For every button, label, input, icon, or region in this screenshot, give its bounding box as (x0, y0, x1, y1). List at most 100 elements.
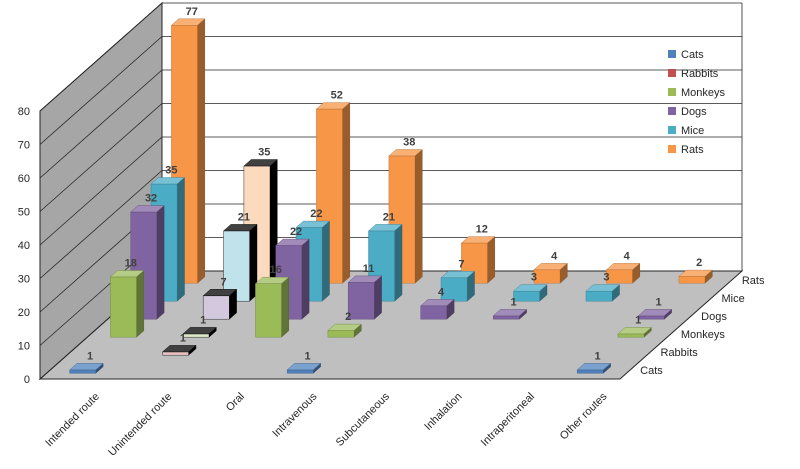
data-label: 2 (345, 311, 351, 323)
y-tick-label: 40 (18, 240, 30, 252)
category-label: Unintended route (106, 391, 174, 459)
data-label: 35 (165, 165, 177, 177)
bar-dogs-3 (347, 275, 383, 320)
data-label: 32 (145, 193, 157, 205)
data-label: 18 (125, 257, 137, 269)
bar-cats-7 (576, 362, 612, 374)
data-label: 22 (310, 208, 322, 220)
bar-rabbits-1 (161, 344, 197, 356)
data-label: 2 (696, 257, 702, 269)
legend-label: Cats (681, 49, 704, 61)
data-label: 7 (221, 276, 227, 288)
gridline (39, 2, 742, 112)
bar-dogs-1 (202, 288, 238, 320)
bar-cats-0 (69, 362, 104, 374)
bar-monkeys-2 (254, 276, 290, 338)
bar-mice-1 (222, 223, 258, 302)
bar-rats-0 (170, 18, 206, 284)
depth-label: Rabbits (661, 347, 699, 359)
data-label: 3 (531, 272, 537, 284)
data-label: 4 (551, 250, 558, 262)
category-label: Oral (224, 391, 247, 414)
bar-rats-5 (533, 262, 568, 284)
bar-mice-6 (585, 284, 621, 302)
data-label: 4 (624, 250, 631, 262)
bar-rats-6 (605, 262, 641, 284)
data-label: 1 (180, 332, 186, 344)
category-label: Inhalation (422, 391, 464, 433)
y-tick-label: 50 (18, 207, 30, 219)
data-label: 1 (635, 314, 641, 326)
data-label: 11 (363, 263, 375, 275)
depth-label: Cats (640, 365, 663, 377)
legend-label: Monkeys (681, 87, 726, 99)
data-label: 1 (87, 350, 93, 362)
bar-dogs-4 (420, 298, 455, 320)
data-label: 1 (305, 350, 311, 362)
chart-gridlines (39, 2, 743, 380)
bar-monkeys-3 (327, 323, 362, 338)
data-label: 1 (595, 350, 601, 362)
data-label: 4 (438, 286, 445, 298)
legend-swatch (668, 126, 676, 134)
data-label: 1 (200, 314, 206, 326)
data-label: 3 (603, 272, 609, 284)
category-label: Intravenous (270, 390, 319, 439)
category-label: Other routes (558, 390, 610, 442)
data-label: 52 (331, 90, 343, 102)
legend-label: Mice (681, 125, 704, 137)
gridline (39, 36, 742, 145)
bar-dogs-7 (637, 308, 673, 320)
bar-monkeys-0 (109, 270, 145, 338)
gridline (39, 136, 742, 246)
legend-swatch (668, 50, 676, 58)
legend-swatch (668, 88, 676, 96)
depth-axis-labels: Cats Rabbits Monkeys Dogs Mice Rats (640, 275, 765, 377)
legend: Cats Rabbits Monkeys Dogs Mice Rats (668, 49, 726, 156)
category-label: Intended route (43, 391, 102, 450)
legend-swatch (668, 107, 676, 115)
y-tick-label: 70 (18, 140, 30, 152)
bar-cats-3 (286, 362, 322, 374)
bar-dogs-5 (492, 308, 528, 320)
legend-label: Rabbits (681, 68, 719, 80)
data-label: 38 (403, 136, 415, 148)
data-label: 22 (290, 226, 302, 238)
legend-label: Rats (681, 144, 704, 156)
x-axis-categories: Intended route Unintended route Oral Intrav… (43, 390, 610, 459)
y-tick-label: 0 (24, 374, 30, 386)
bar-mice-4 (440, 270, 476, 302)
legend-label: Dogs (681, 106, 707, 118)
bar-mice-5 (512, 284, 548, 302)
data-label: 21 (383, 211, 395, 223)
y-tick-label: 20 (18, 307, 30, 319)
depth-label: Mice (722, 293, 745, 305)
y-tick-label: 60 (18, 173, 30, 185)
data-label: 7 (458, 258, 464, 270)
data-label: 1 (511, 296, 517, 308)
bar-rats-7 (678, 269, 713, 284)
data-label: 35 (258, 147, 270, 159)
y-tick-label: 30 (18, 274, 30, 286)
data-label: 16 (270, 264, 282, 276)
data-label: 21 (238, 211, 250, 223)
y-axis-ticks: 0 10 20 30 40 50 60 70 80 (18, 106, 30, 386)
data-label: 77 (186, 6, 198, 18)
category-label: Intraperitoneal (479, 391, 537, 449)
legend-swatch (668, 145, 676, 153)
chart-bars (69, 18, 713, 374)
bar-monkeys-7 (617, 326, 652, 338)
gridline (39, 69, 742, 179)
legend-swatch (668, 69, 676, 77)
data-label: 1 (656, 296, 662, 308)
depth-label: Dogs (701, 311, 727, 323)
y-tick-label: 10 (18, 341, 30, 353)
depth-label: Rats (742, 275, 765, 287)
bar-monkeys-1 (182, 326, 217, 338)
gridline (39, 170, 742, 279)
y-tick-label: 80 (18, 106, 30, 118)
category-label: Subcutaneous (334, 390, 393, 449)
depth-label: Monkeys (681, 329, 726, 341)
